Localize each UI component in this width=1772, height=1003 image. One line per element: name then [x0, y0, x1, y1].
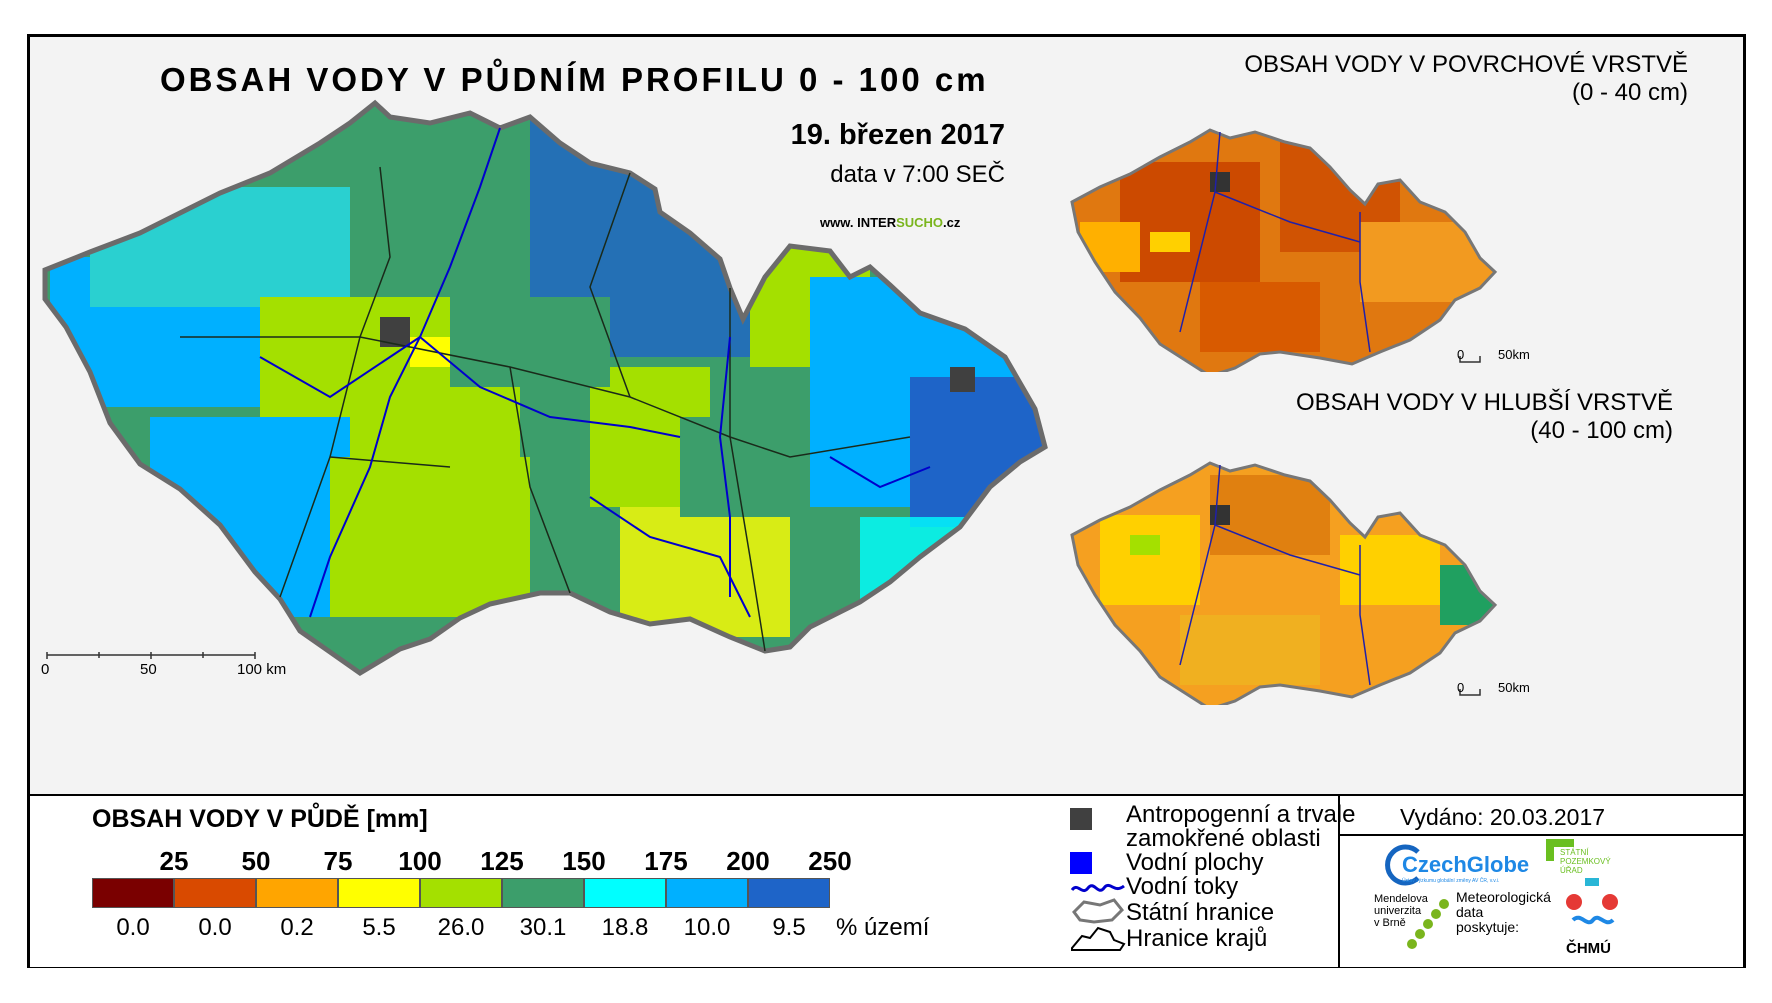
percent-unit: % území — [836, 914, 930, 941]
legend-boundary: 25 — [159, 846, 189, 876]
czechglobe-subtitle: Ústav výzkumu globální změny AV ČR, v.v.… — [1402, 878, 1500, 884]
divider-horizontal — [1340, 834, 1743, 836]
legend-bin-9 — [748, 878, 830, 908]
legend-percent: 30.1 — [519, 914, 567, 941]
surface-scale-tick-50: 50km — [1498, 347, 1530, 362]
spu-logo-stem — [1546, 839, 1554, 861]
deep-map — [1070, 461, 1498, 705]
legend-bin-5 — [420, 878, 502, 908]
legend-bin-4 — [338, 878, 420, 908]
anthropogenic-swatch — [1070, 808, 1092, 830]
main-scale-tick-50: 50 — [140, 661, 157, 678]
legend-bin-7 — [584, 878, 666, 908]
region-border-icon — [1071, 926, 1126, 951]
legend-percent: 9.5 — [772, 914, 806, 941]
legend-boundary: 100 — [398, 846, 442, 876]
legend-bin-1 — [92, 878, 174, 908]
legend-boundary: 75 — [323, 846, 353, 876]
surface-map — [1070, 128, 1498, 372]
legend-percent: 0.2 — [280, 914, 314, 941]
legend-boundary: 200 — [726, 846, 770, 876]
intersucho-url: www. INTERSUCHO.cz — [820, 215, 960, 230]
url-highlight: SUCHO — [896, 215, 944, 230]
water-body-swatch — [1070, 852, 1092, 874]
legend-percent: 26.0 — [437, 914, 485, 941]
legend-percent: 5.5 — [362, 914, 396, 941]
mendelu-logo-icon — [1407, 899, 1449, 949]
legend-boundary: 150 — [562, 846, 606, 876]
mendelu-line3: v Brně — [1374, 917, 1406, 929]
water-bodies-label: Vodní plochy — [1126, 849, 1264, 876]
surface-map-title-line1: OBSAH VODY V POVRCHOVÉ VRSTVĚ — [1244, 51, 1688, 78]
main-scale-bar — [46, 652, 256, 659]
map-area: 0 50 100 km OBSAH VODY V PŮDNÍM PROFILU … — [30, 37, 1743, 794]
meteo-line3: poskytuje: — [1456, 919, 1520, 935]
legend-boundary: 175 — [644, 846, 688, 876]
divider-vertical — [1338, 796, 1340, 967]
legend-bin-6 — [502, 878, 584, 908]
legend-bin-8 — [666, 878, 748, 908]
deep-map-title-line2: (40 - 100 cm) — [1530, 417, 1673, 444]
surface-scale-tick-0: 0 — [1457, 347, 1465, 362]
chmu-logo-text: ČHMÚ — [1566, 940, 1611, 957]
main-map — [42, 99, 1048, 676]
czechglobe-logo: CzechGlobe — [1402, 852, 1530, 877]
url-prefix: www. INTER — [820, 215, 897, 230]
spu-logo-bar — [1546, 839, 1574, 847]
mendelu-line1: Mendelova — [1374, 893, 1428, 905]
url-suffix: .cz — [943, 215, 961, 230]
state-border-icon — [1072, 898, 1125, 924]
main-scale-tick-100: 100 km — [237, 661, 287, 678]
legend-boundary: 250 — [808, 846, 852, 876]
region-borders — [180, 166, 911, 652]
main-map-title: OBSAH VODY V PŮDNÍM PROFILU 0 - 100 cm — [160, 61, 989, 98]
spu-logo-line2: POZEMKOVÝ — [1560, 857, 1611, 866]
legend-percent: 10.0 — [683, 914, 731, 941]
legend-percent: 0.0 — [198, 914, 232, 941]
main-scale-tick-0: 0 — [41, 661, 50, 678]
rivers-label: Vodní toky — [1126, 873, 1239, 900]
map-frame: 0 50 100 km OBSAH VODY V PŮDNÍM PROFILU … — [27, 34, 1746, 968]
legend-boundary: 50 — [241, 846, 271, 876]
region-border-label: Hranice krajů — [1126, 925, 1268, 952]
anthropogenic-label-2: zamokřené oblasti — [1126, 825, 1321, 852]
chmu-logo-icon — [1566, 878, 1618, 925]
legend-percent: 0.0 — [116, 914, 150, 941]
mendelu-line2: univerzita — [1374, 905, 1422, 917]
state-border — [42, 99, 1048, 676]
spu-logo-line1: STÁTNÍ — [1560, 848, 1589, 857]
deep-scale-tick-0: 0 — [1457, 680, 1465, 695]
deep-scale-tick-50: 50km — [1498, 680, 1530, 695]
legend-title: OBSAH VODY V PŮDĚ [mm] — [92, 805, 428, 833]
issued-date: Vydáno: 20.03.2017 — [1400, 804, 1606, 830]
spu-logo-line3: ÚŘAD — [1560, 866, 1583, 875]
surface-map-title-line2: (0 - 40 cm) — [1571, 79, 1688, 106]
legend-bin-2 — [174, 878, 256, 908]
meteo-line2: data — [1456, 904, 1484, 920]
legend-percent: 18.8 — [601, 914, 649, 941]
deep-map-title-line1: OBSAH VODY V HLUBŠÍ VRSTVĚ — [1295, 389, 1673, 416]
legend-boundary: 125 — [480, 846, 524, 876]
data-time: data v 7:00 SEČ — [830, 161, 1005, 188]
legend-panel: OBSAH VODY V PŮDĚ [mm] 25 50 75 100 125 … — [30, 794, 1743, 967]
river-network — [259, 127, 931, 618]
anthropogenic-label-1: Antropogenní a trvale — [1126, 801, 1356, 828]
legend-bin-3 — [256, 878, 338, 908]
meteo-line1: Meteorologická — [1456, 889, 1551, 905]
czechglobe-logo-icon — [1385, 844, 1420, 886]
river-symbol-icon — [1070, 883, 1125, 893]
state-border-label: Státní hranice — [1126, 899, 1275, 926]
map-date: 19. březen 2017 — [790, 119, 1005, 151]
